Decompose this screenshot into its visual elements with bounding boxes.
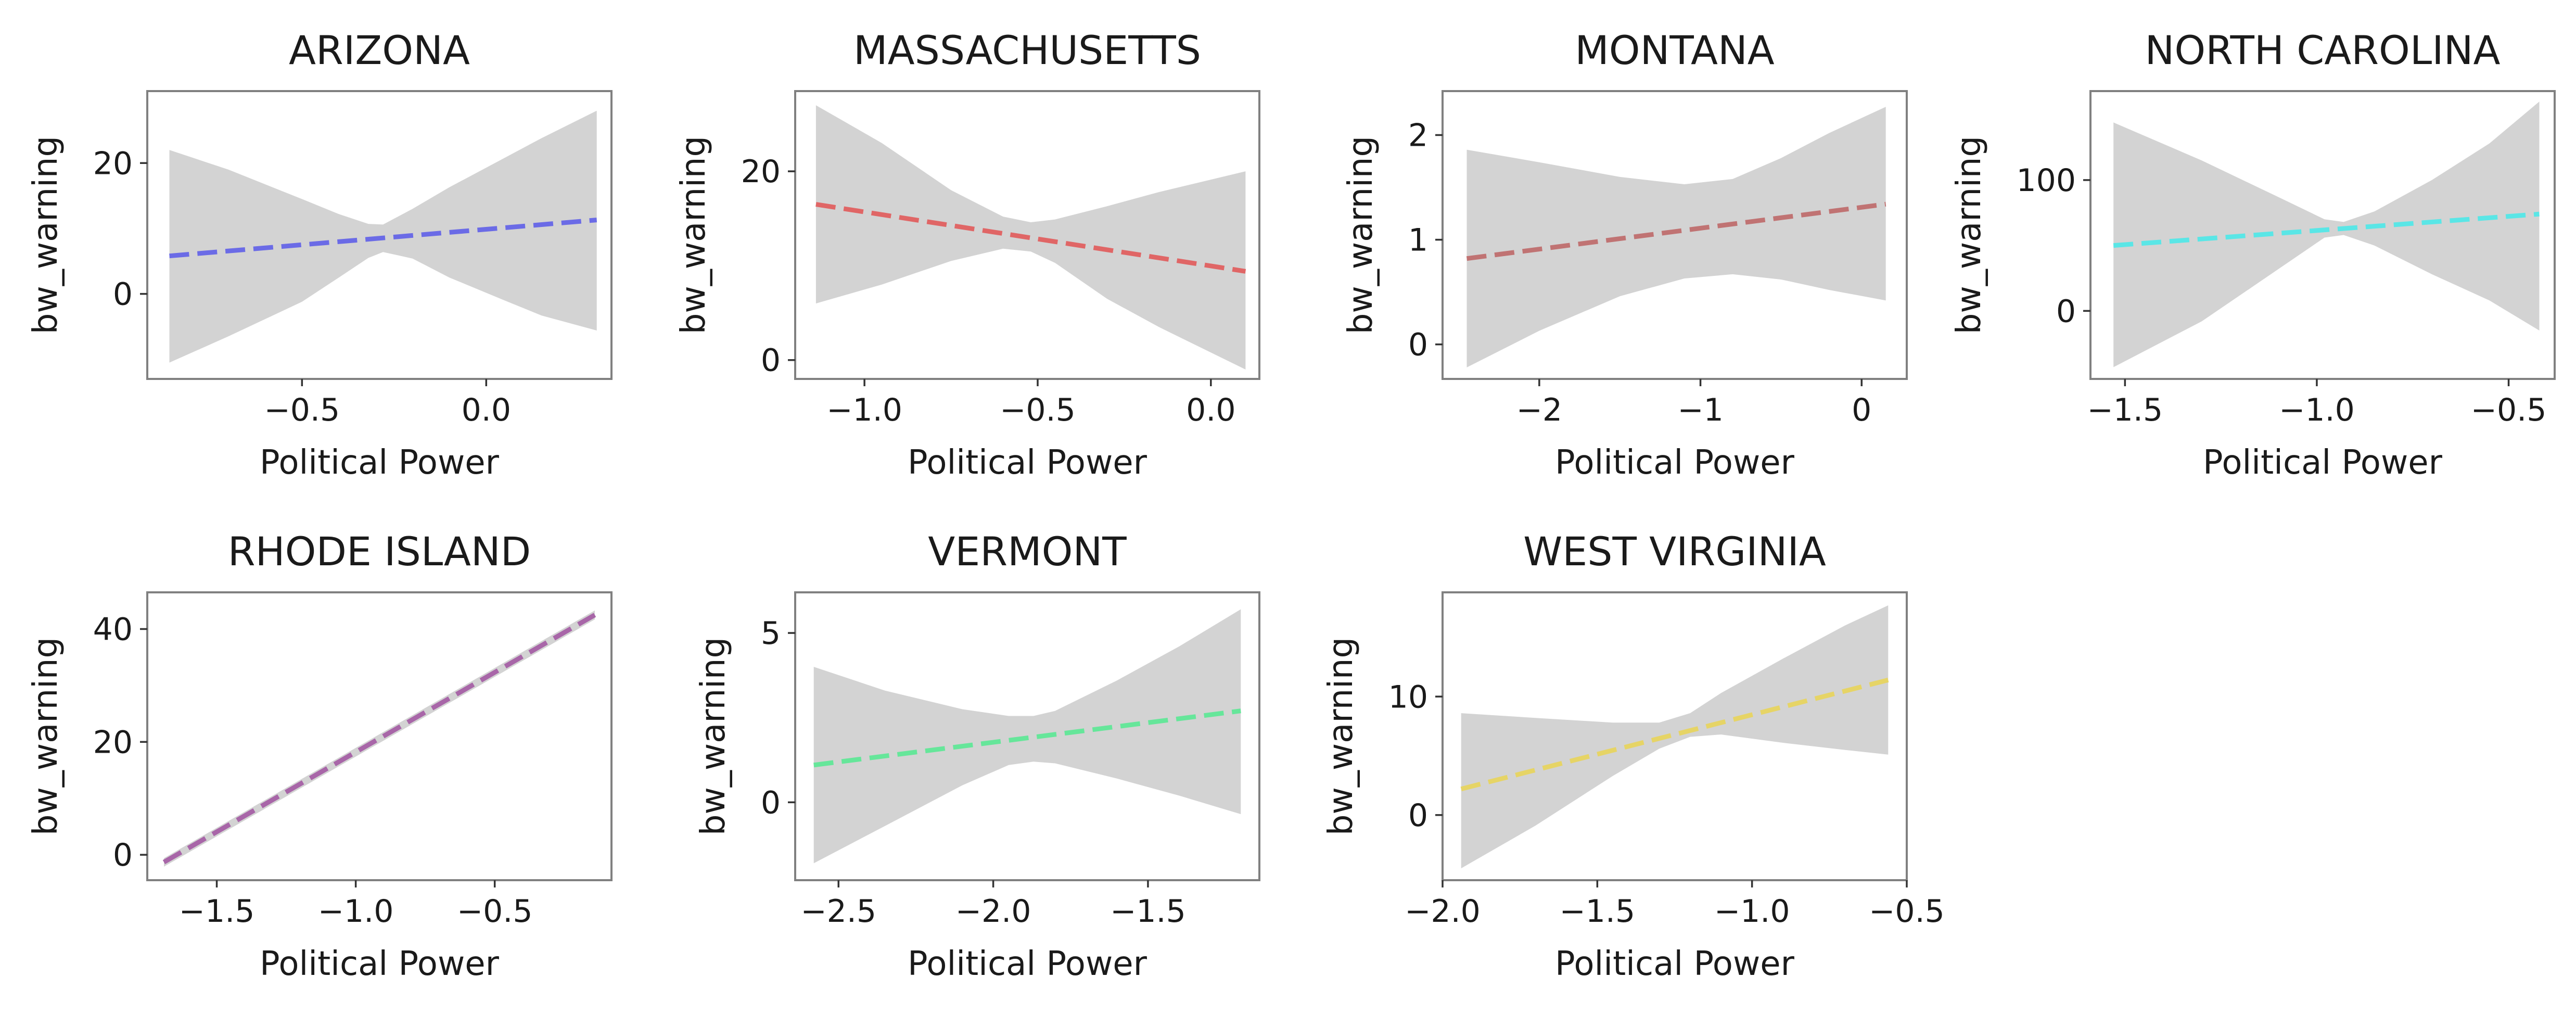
x-axis-label: Political Power	[908, 443, 1147, 482]
axes-frame	[1442, 591, 1908, 881]
chart-title: NORTH CAROLINA	[2145, 27, 2501, 73]
y-axis-label: bw_warning	[27, 136, 65, 334]
y-tick-label: 2	[1408, 117, 1428, 154]
y-tick-label: 10	[1388, 679, 1428, 715]
fit-line	[813, 708, 1241, 768]
chart-panel: −0.5 0.0 0 20 ARIZONA Political Power bw_warni…	[27, 27, 613, 482]
x-tick-label: −1.5	[2087, 392, 2163, 428]
chart-panel: −1.5 −1.0 −0.5 0 100 NORTH CAROLINA Political …	[1950, 27, 2556, 482]
x-tick-label: 0	[1852, 392, 1871, 428]
chart-panel: −2.5 −2.0 −1.5 0 5 VERMONT Political Power bw_w…	[694, 528, 1260, 983]
y-tick-label: 0	[113, 837, 133, 873]
x-axis-label: Political Power	[908, 945, 1147, 983]
y-axis-label: bw_warning	[674, 136, 713, 334]
chart-title: MASSACHUSETTS	[853, 27, 1201, 73]
x-tick-label: −2	[1516, 392, 1562, 428]
confidence-band	[1461, 605, 1889, 869]
x-axis-label: Political Power	[2203, 443, 2443, 482]
chart-panel: −2.0 −1.5 −1.0 −0.5 0 10 WEST VIRGINIA Politica…	[1322, 528, 1945, 983]
x-axis-label: Political Power	[1555, 945, 1795, 983]
y-axis-label: bw_warning	[1342, 136, 1380, 334]
x-tick-label: −1.0	[826, 392, 902, 428]
x-tick-label: −0.5	[264, 392, 340, 428]
y-axis-label: bw_warning	[1950, 136, 1988, 334]
x-tick-label: −0.5	[1869, 893, 1945, 930]
chart-title: MONTANA	[1575, 27, 1775, 73]
chart-panel: −1.0 −0.5 0.0 0 20 MASSACHUSETTS Political Pow…	[674, 27, 1260, 482]
fit-line	[169, 218, 597, 259]
chart-title: VERMONT	[928, 528, 1127, 575]
axes-frame	[146, 90, 613, 380]
x-tick-label: 0.0	[1186, 392, 1235, 428]
x-axis-label: Political Power	[260, 945, 500, 983]
y-tick-label: 20	[93, 145, 133, 182]
confidence-band	[1466, 107, 1886, 367]
y-tick-label: 1	[1408, 222, 1428, 259]
y-tick-label: 0	[113, 276, 133, 313]
x-tick-label: −1.0	[2279, 392, 2355, 428]
x-tick-label: −2.0	[1405, 893, 1481, 930]
confidence-band	[2113, 102, 2540, 367]
chart-panel: −1.5 −1.0 −0.5 0 20 40 RHODE ISLAND Political P…	[27, 528, 613, 983]
y-tick-label: 0	[1408, 327, 1428, 363]
y-tick-label: 20	[741, 154, 781, 190]
axes-frame	[794, 591, 1260, 881]
chart-title: WEST VIRGINIA	[1523, 528, 1826, 575]
fit-line	[1466, 201, 1886, 261]
chart-title: RHODE ISLAND	[228, 528, 531, 575]
fit-line	[815, 202, 1246, 274]
axes-frame	[2089, 90, 2556, 380]
chart-title: ARIZONA	[289, 27, 470, 73]
y-axis-label: bw_warning	[694, 637, 733, 835]
x-tick-label: −1.0	[318, 893, 394, 930]
y-tick-label: 0	[1408, 797, 1428, 834]
y-tick-label: 0	[761, 784, 781, 821]
x-tick-label: −0.5	[1000, 392, 1076, 428]
y-tick-label: 5	[761, 615, 781, 652]
x-tick-label: −1.0	[1714, 893, 1790, 930]
fit-line	[1460, 678, 1889, 792]
x-axis-label: Political Power	[1555, 443, 1795, 482]
x-tick-label: −2.5	[800, 893, 876, 930]
confidence-band	[164, 610, 595, 867]
x-tick-label: −1.5	[1559, 893, 1635, 930]
axes-frame	[146, 591, 613, 881]
x-tick-label: −1.5	[1110, 893, 1186, 930]
x-tick-label: 0.0	[462, 392, 511, 428]
x-tick-label: −1	[1677, 392, 1723, 428]
chart-panel: −2 −1 0 0 1 2 MONTANA Political Power bw_warning	[1342, 27, 1908, 482]
axes-frame	[794, 90, 1260, 380]
fit-line	[2113, 211, 2540, 248]
y-axis-label: bw_warning	[1322, 637, 1360, 835]
x-tick-label: −0.5	[457, 893, 533, 930]
y-tick-label: 20	[93, 724, 133, 760]
confidence-band	[815, 105, 1246, 370]
x-tick-label: −0.5	[2471, 392, 2547, 428]
y-tick-label: 40	[93, 611, 133, 648]
y-axis-label: bw_warning	[27, 637, 65, 835]
y-tick-label: 0	[2056, 293, 2076, 329]
x-tick-label: −2.0	[955, 893, 1031, 930]
y-tick-label: 100	[2016, 162, 2076, 199]
x-axis-label: Political Power	[260, 443, 500, 482]
y-tick-label: 0	[761, 342, 781, 379]
x-tick-label: −1.5	[179, 893, 255, 930]
axes-frame	[1442, 90, 1908, 380]
